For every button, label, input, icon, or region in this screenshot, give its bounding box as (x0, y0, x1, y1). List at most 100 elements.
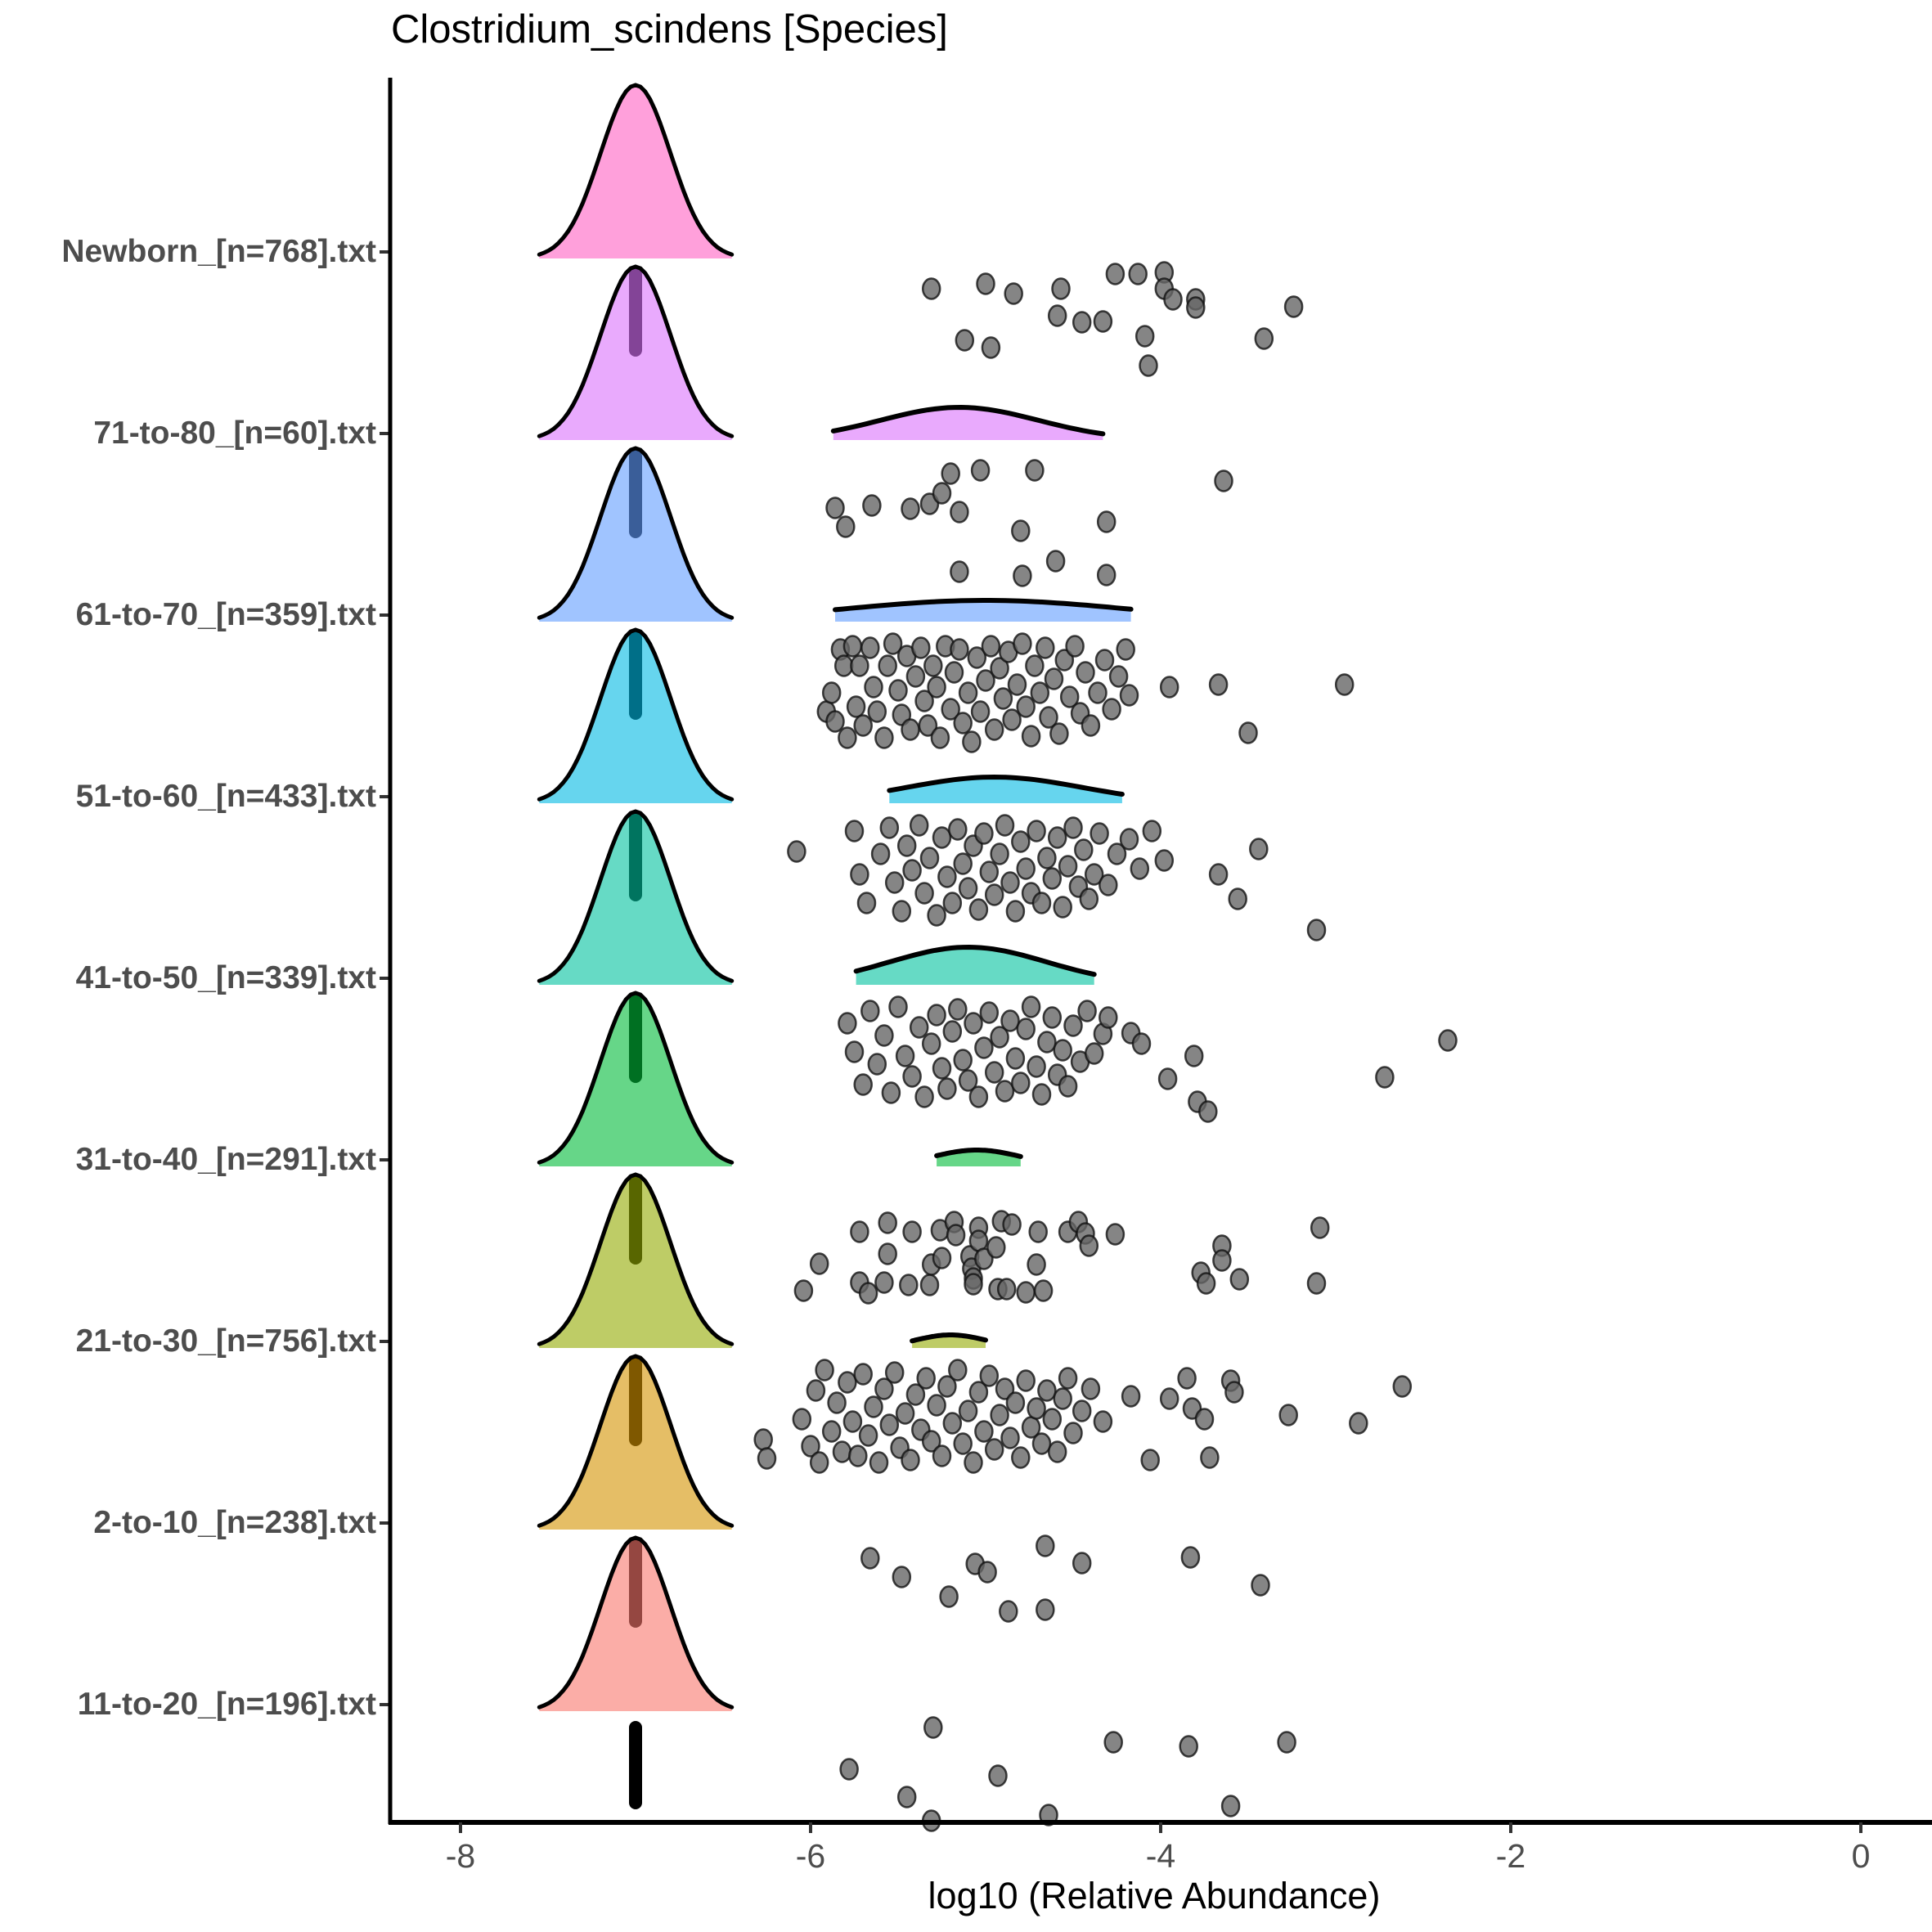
data-point (1196, 1272, 1216, 1295)
x-axis-tick-label: -8 (445, 1837, 476, 1875)
data-point (996, 1278, 1017, 1301)
data-point (1105, 1223, 1126, 1246)
data-point (942, 1412, 963, 1435)
data-point (1042, 1006, 1063, 1029)
data-point (950, 560, 969, 583)
data-point (942, 892, 963, 914)
y-axis-label: 11-to-20_[n=196].txt (77, 1687, 376, 1722)
ridge-density-fill (539, 1538, 732, 1711)
data-point (821, 1420, 842, 1443)
data-point (967, 646, 987, 669)
data-point (1047, 1440, 1067, 1463)
data-point (1011, 1446, 1031, 1469)
ridge-density-outline (537, 1172, 735, 1346)
data-point (821, 681, 842, 704)
data-point (927, 1394, 946, 1417)
data-point (1184, 1045, 1204, 1067)
x-axis-tick-label: -4 (1145, 1837, 1176, 1875)
data-point (1037, 1379, 1057, 1402)
data-point (793, 1279, 814, 1302)
data-point (1159, 676, 1179, 699)
y-axis-label: 51-to-60_[n=433].txt (75, 779, 376, 814)
data-point (1375, 1066, 1395, 1089)
ridge-density-outline (537, 83, 735, 257)
data-point (958, 1400, 978, 1422)
x-axis-tick-label: -6 (795, 1837, 826, 1875)
data-point (895, 1045, 915, 1067)
data-point (1229, 1268, 1250, 1291)
data-point (1131, 1032, 1152, 1055)
data-point (1105, 263, 1126, 285)
data-point (902, 1220, 922, 1243)
data-point (1081, 1377, 1101, 1400)
data-point (1128, 263, 1148, 285)
data-density-outline (853, 944, 1097, 977)
data-point (921, 1032, 941, 1055)
data-point (815, 1359, 834, 1382)
data-point (1079, 1234, 1099, 1257)
data-point (902, 859, 922, 882)
data-point (1027, 1253, 1046, 1276)
data-point (884, 871, 905, 894)
data-point (1096, 510, 1117, 533)
data-point (932, 1057, 952, 1080)
data-point (1011, 830, 1031, 853)
data-point (974, 1420, 994, 1443)
data-point (1030, 681, 1050, 704)
data-point (874, 1377, 894, 1400)
data-point (1228, 887, 1247, 910)
data-point (932, 482, 952, 505)
data-point (1002, 1213, 1022, 1236)
ridge-density-fill (539, 267, 732, 440)
data-point (1130, 857, 1150, 880)
data-point (1058, 1075, 1078, 1098)
null-interval-bar (629, 1721, 642, 1809)
data-point (884, 1361, 905, 1384)
data-point (1016, 1018, 1036, 1040)
data-point (1212, 1249, 1232, 1272)
data-point (927, 1004, 946, 1027)
data-point (914, 1085, 934, 1108)
data-point (1016, 857, 1036, 880)
data-density-fill (889, 777, 1122, 803)
data-point (874, 726, 894, 749)
data-point (995, 814, 1015, 837)
data-point (1000, 1427, 1020, 1449)
ridge-density-outline (537, 1535, 735, 1710)
y-axis-label: 2-to-10_[n=238].txt (93, 1505, 376, 1540)
data-point (850, 1220, 869, 1243)
data-point (914, 690, 934, 712)
data-point (990, 657, 1009, 680)
data-point (878, 654, 897, 677)
data-point (1044, 667, 1064, 690)
data-point (1088, 681, 1108, 704)
data-point (860, 1547, 880, 1570)
data-point (958, 681, 978, 704)
data-point (839, 1758, 859, 1781)
data-point (1016, 695, 1036, 718)
data-point (1349, 1412, 1368, 1435)
data-point (1027, 820, 1046, 842)
y-axis-label: 61-to-70_[n=359].txt (75, 597, 376, 632)
data-point (921, 1430, 941, 1453)
data-point (1065, 635, 1085, 658)
data-point (1031, 1083, 1052, 1106)
data-point (757, 1447, 777, 1470)
data-point (1079, 887, 1099, 910)
data-point (1159, 1387, 1179, 1410)
data-point (977, 1561, 997, 1584)
data-point (1033, 1279, 1054, 1302)
data-point (809, 1252, 829, 1275)
ridge-density-outline (537, 627, 735, 802)
data-point (1179, 1735, 1198, 1758)
data-point (888, 679, 908, 702)
data-point (1392, 1375, 1413, 1398)
data-point (958, 877, 978, 900)
data-point (1036, 636, 1055, 659)
data-point (1002, 708, 1022, 731)
data-point (981, 336, 1001, 359)
data-point (1000, 871, 1020, 894)
x-axis-title-text: log10 (Relative Abundance) (928, 1875, 1381, 1916)
data-point (1047, 304, 1067, 327)
data-point (993, 687, 1013, 710)
